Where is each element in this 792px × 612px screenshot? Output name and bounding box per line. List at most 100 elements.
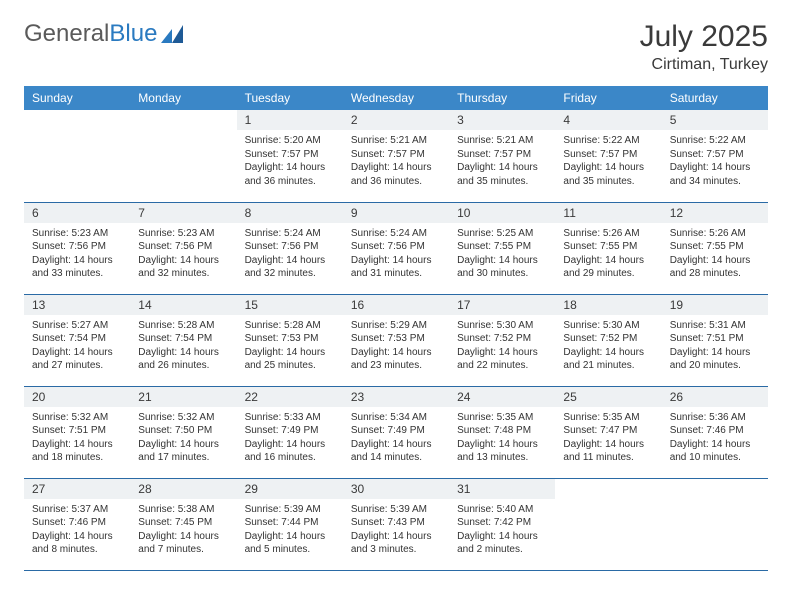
calendar-cell: 6Sunrise: 5:23 AMSunset: 7:56 PMDaylight… xyxy=(24,202,130,294)
daylight-line: Daylight: 14 hours and 22 minutes. xyxy=(457,346,547,373)
daylight-line: Daylight: 14 hours and 35 minutes. xyxy=(563,161,653,188)
calendar-cell: 13Sunrise: 5:27 AMSunset: 7:54 PMDayligh… xyxy=(24,294,130,386)
sunrise-line: Sunrise: 5:33 AM xyxy=(245,411,335,425)
logo-icon xyxy=(161,25,183,43)
calendar-cell: 29Sunrise: 5:39 AMSunset: 7:44 PMDayligh… xyxy=(237,478,343,570)
header: GeneralBlue July 2025 Cirtiman, Turkey xyxy=(24,20,768,74)
calendar-cell: 3Sunrise: 5:21 AMSunset: 7:57 PMDaylight… xyxy=(449,110,555,202)
day-number: 14 xyxy=(130,295,236,315)
daylight-line: Daylight: 14 hours and 36 minutes. xyxy=(351,161,441,188)
daylight-line: Daylight: 14 hours and 26 minutes. xyxy=(138,346,228,373)
sunrise-line: Sunrise: 5:29 AM xyxy=(351,319,441,333)
sunset-line: Sunset: 7:56 PM xyxy=(245,240,335,254)
weekday-header: Friday xyxy=(555,86,661,110)
daylight-line: Daylight: 14 hours and 7 minutes. xyxy=(138,530,228,557)
calendar-cell: 12Sunrise: 5:26 AMSunset: 7:55 PMDayligh… xyxy=(662,202,768,294)
day-number: 12 xyxy=(662,203,768,223)
sunset-line: Sunset: 7:51 PM xyxy=(32,424,122,438)
day-content: Sunrise: 5:21 AMSunset: 7:57 PMDaylight:… xyxy=(343,130,449,194)
daylight-line: Daylight: 14 hours and 31 minutes. xyxy=(351,254,441,281)
daylight-line: Daylight: 14 hours and 8 minutes. xyxy=(32,530,122,557)
calendar-cell: 5Sunrise: 5:22 AMSunset: 7:57 PMDaylight… xyxy=(662,110,768,202)
day-content: Sunrise: 5:40 AMSunset: 7:42 PMDaylight:… xyxy=(449,499,555,563)
day-content: Sunrise: 5:35 AMSunset: 7:48 PMDaylight:… xyxy=(449,407,555,471)
daylight-line: Daylight: 14 hours and 13 minutes. xyxy=(457,438,547,465)
sunrise-line: Sunrise: 5:32 AM xyxy=(138,411,228,425)
daylight-line: Daylight: 14 hours and 5 minutes. xyxy=(245,530,335,557)
day-content: Sunrise: 5:24 AMSunset: 7:56 PMDaylight:… xyxy=(343,223,449,287)
day-number: 21 xyxy=(130,387,236,407)
day-content: Sunrise: 5:24 AMSunset: 7:56 PMDaylight:… xyxy=(237,223,343,287)
day-number: 7 xyxy=(130,203,236,223)
calendar-cell: 21 Sunrise: 5:32 AMSunset: 7:50 PMDayligh… xyxy=(130,386,236,478)
calendar-cell: 30Sunrise: 5:39 AMSunset: 7:43 PMDayligh… xyxy=(343,478,449,570)
daylight-line: Daylight: 14 hours and 14 minutes. xyxy=(351,438,441,465)
day-content: Sunrise: 5:23 AMSunset: 7:56 PMDaylight:… xyxy=(130,223,236,287)
calendar-cell: 27Sunrise: 5:37 AMSunset: 7:46 PMDayligh… xyxy=(24,478,130,570)
weekday-header: Tuesday xyxy=(237,86,343,110)
sunrise-line: Sunrise: 5:26 AM xyxy=(563,227,653,241)
day-content: Sunrise: 5:30 AMSunset: 7:52 PMDaylight:… xyxy=(449,315,555,379)
calendar-row: 27Sunrise: 5:37 AMSunset: 7:46 PMDayligh… xyxy=(24,478,768,570)
sunset-line: Sunset: 7:57 PM xyxy=(563,148,653,162)
logo: GeneralBlue xyxy=(24,20,183,48)
day-number: 20 xyxy=(24,387,130,407)
calendar-cell: 19Sunrise: 5:31 AMSunset: 7:51 PMDayligh… xyxy=(662,294,768,386)
day-content: Sunrise: 5:32 AMSunset: 7:51 PMDaylight:… xyxy=(24,407,130,471)
logo-text-general: General xyxy=(24,20,109,48)
daylight-line: Daylight: 14 hours and 2 minutes. xyxy=(457,530,547,557)
calendar-cell xyxy=(555,478,661,570)
calendar-cell: 24Sunrise: 5:35 AMSunset: 7:48 PMDayligh… xyxy=(449,386,555,478)
day-content: Sunrise: 5:28 AMSunset: 7:53 PMDaylight:… xyxy=(237,315,343,379)
sunset-line: Sunset: 7:51 PM xyxy=(670,332,760,346)
sunrise-line: Sunrise: 5:39 AM xyxy=(245,503,335,517)
sunset-line: Sunset: 7:50 PM xyxy=(138,424,228,438)
calendar-cell: 8Sunrise: 5:24 AMSunset: 7:56 PMDaylight… xyxy=(237,202,343,294)
daylight-line: Daylight: 14 hours and 35 minutes. xyxy=(457,161,547,188)
daylight-line: Daylight: 14 hours and 32 minutes. xyxy=(245,254,335,281)
title-block: July 2025 Cirtiman, Turkey xyxy=(640,20,768,74)
daylight-line: Daylight: 14 hours and 17 minutes. xyxy=(138,438,228,465)
day-number: 28 xyxy=(130,479,236,499)
day-number: 5 xyxy=(662,110,768,130)
sunrise-line: Sunrise: 5:25 AM xyxy=(457,227,547,241)
day-content: Sunrise: 5:27 AMSunset: 7:54 PMDaylight:… xyxy=(24,315,130,379)
day-content: Sunrise: 5:39 AMSunset: 7:44 PMDaylight:… xyxy=(237,499,343,563)
sunset-line: Sunset: 7:55 PM xyxy=(563,240,653,254)
day-number: 18 xyxy=(555,295,661,315)
sunrise-line: Sunrise: 5:39 AM xyxy=(351,503,441,517)
day-number: 17 xyxy=(449,295,555,315)
weekday-header: Saturday xyxy=(662,86,768,110)
sunset-line: Sunset: 7:56 PM xyxy=(32,240,122,254)
daylight-line: Daylight: 14 hours and 23 minutes. xyxy=(351,346,441,373)
sunrise-line: Sunrise: 5:37 AM xyxy=(32,503,122,517)
month-title: July 2025 xyxy=(640,20,768,54)
calendar-cell: 9Sunrise: 5:24 AMSunset: 7:56 PMDaylight… xyxy=(343,202,449,294)
day-content: Sunrise: 5:31 AMSunset: 7:51 PMDaylight:… xyxy=(662,315,768,379)
sunrise-line: Sunrise: 5:28 AM xyxy=(245,319,335,333)
calendar-cell: 26Sunrise: 5:36 AMSunset: 7:46 PMDayligh… xyxy=(662,386,768,478)
daylight-line: Daylight: 14 hours and 34 minutes. xyxy=(670,161,760,188)
sunset-line: Sunset: 7:43 PM xyxy=(351,516,441,530)
calendar-cell: 31Sunrise: 5:40 AMSunset: 7:42 PMDayligh… xyxy=(449,478,555,570)
sunset-line: Sunset: 7:47 PM xyxy=(563,424,653,438)
daylight-line: Daylight: 14 hours and 32 minutes. xyxy=(138,254,228,281)
day-content: Sunrise: 5:37 AMSunset: 7:46 PMDaylight:… xyxy=(24,499,130,563)
sunrise-line: Sunrise: 5:28 AM xyxy=(138,319,228,333)
day-number: 23 xyxy=(343,387,449,407)
sunset-line: Sunset: 7:49 PM xyxy=(351,424,441,438)
sunrise-line: Sunrise: 5:20 AM xyxy=(245,134,335,148)
day-content: Sunrise: 5:36 AMSunset: 7:46 PMDaylight:… xyxy=(662,407,768,471)
calendar-cell: 18Sunrise: 5:30 AMSunset: 7:52 PMDayligh… xyxy=(555,294,661,386)
calendar-row: 6Sunrise: 5:23 AMSunset: 7:56 PMDaylight… xyxy=(24,202,768,294)
sunrise-line: Sunrise: 5:31 AM xyxy=(670,319,760,333)
daylight-line: Daylight: 14 hours and 25 minutes. xyxy=(245,346,335,373)
sunset-line: Sunset: 7:57 PM xyxy=(670,148,760,162)
sunset-line: Sunset: 7:55 PM xyxy=(457,240,547,254)
daylight-line: Daylight: 14 hours and 10 minutes. xyxy=(670,438,760,465)
sunset-line: Sunset: 7:42 PM xyxy=(457,516,547,530)
calendar-cell: 14Sunrise: 5:28 AMSunset: 7:54 PMDayligh… xyxy=(130,294,236,386)
sunrise-line: Sunrise: 5:36 AM xyxy=(670,411,760,425)
calendar-cell: 22Sunrise: 5:33 AMSunset: 7:49 PMDayligh… xyxy=(237,386,343,478)
sunrise-line: Sunrise: 5:24 AM xyxy=(245,227,335,241)
